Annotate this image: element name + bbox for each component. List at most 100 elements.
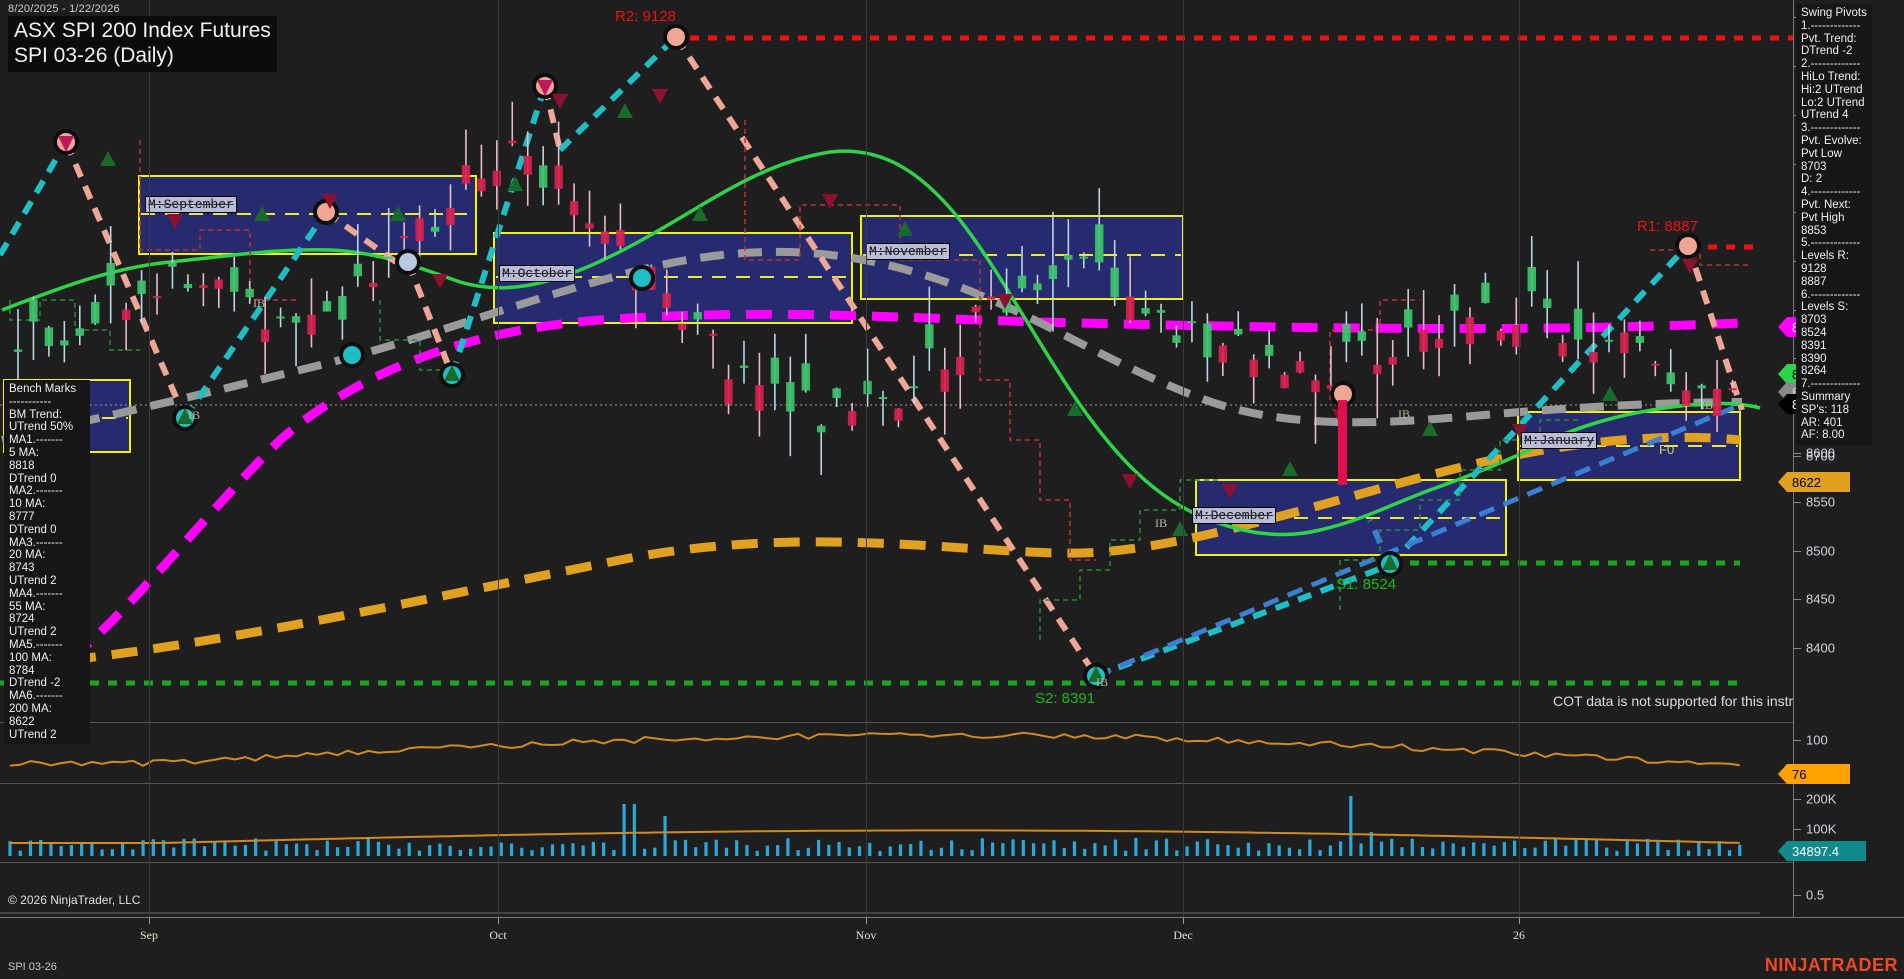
bench-marks-line: 8743 [9,562,35,575]
swing-pivots-line: Levels R: [1801,250,1849,263]
volume-pane[interactable] [0,783,1793,861]
copyright-label: © 2026 NinjaTrader, LLC [8,893,141,907]
time-axis-label: Oct [489,928,507,942]
bench-marks-line: 20 MA: [9,549,46,562]
oscillator-pane[interactable] [0,722,1793,782]
swing-pivots-line: Lo:2 UTrend [1801,96,1865,109]
swing-pivots-line: 7.------------- [1801,378,1861,391]
swing-pivots-line: 8264 [1801,365,1827,378]
price-axis-tick-label: 8550 [1806,494,1835,510]
ninjatrader-logo: NINJATRADER [1764,955,1898,975]
bench-marks-line: MA2.------- [9,485,63,498]
swing-pivots-line: Pvt Low [1801,147,1842,160]
ma200-tag[interactable]: 8622 [1778,472,1850,492]
oscillator-graphics [9,731,1740,767]
price-axis-tick-label: 8400 [1806,640,1835,656]
ib-label: IB [253,296,265,310]
pivot-label-s2: S2: 8391 [1035,690,1096,707]
lower-study-axis-tick-label: 0.5 [1806,887,1825,903]
swing-pivots-line: Pvt High [1801,211,1845,224]
ib-label: IB [1701,398,1713,412]
lower-study-axis-tick [1794,895,1801,896]
swing-pivots-line: Summary [1801,390,1851,403]
bench-marks-line: 200 MA: [9,702,52,715]
bench-marks-line: 55 MA: [9,600,46,613]
price-axis-tick [1794,648,1801,649]
oscillator-axis-tick [1794,740,1801,741]
month-zone-label: M:January [1521,432,1598,449]
volume-axis-tick-label: 100K [1806,821,1837,837]
price-axis-tick-label: 8700 [1806,448,1835,464]
chart-gridline [498,0,499,917]
swing-pivots-line: 8391 [1801,339,1827,352]
osc-tag[interactable]: 76 [1778,764,1850,784]
swing-pivots-line: HiLo Trend: [1801,70,1861,83]
chart-title: ASX SPI 200 Index Futures SPI 03-26 (Dai… [8,16,277,72]
volume-axis-tick-label: 200K [1806,791,1837,807]
price-axis-tick [1794,456,1801,457]
symbol-status-label: SPI 03-26 [8,961,57,973]
swing-pivots-line: 4.------------- [1801,186,1861,199]
lower-study-graphics [0,912,1760,914]
bench-marks-line: DTrend 0 [9,472,57,485]
month-zone-label: M:December [1192,507,1277,524]
time-axis-tick [149,918,150,924]
swing-pivots-line: 1.------------- [1801,19,1861,32]
swing-pivots-line: 8887 [1801,275,1827,288]
bench-marks-line: UTrend 2 [9,626,57,639]
swing-pivots-title: Swing Pivots [1801,7,1867,19]
price-axis-tick [1794,453,1801,454]
swing-pivots-line: 6.------------- [1801,288,1861,301]
price-chart-pane[interactable]: M:September M:October M:November M:Decem… [0,0,1832,745]
lower-study-pane[interactable] [0,862,1793,917]
swing-pivots-line: 8853 [1801,224,1827,237]
time-axis-tick [1519,918,1520,924]
time-axis[interactable]: Sep Oct Nov Dec 26 [0,917,1904,957]
pivot-label-r1: R1: 8887 [1637,218,1698,235]
oscillator-axis-tick-label: 100 [1806,732,1828,748]
bench-marks-line: UTrend 2 [9,574,57,587]
volume-graphics [8,796,1742,856]
bench-marks-line: MA1.------- [9,434,63,447]
time-axis-tick [866,918,867,924]
bench-marks-line: 8724 [9,613,35,626]
bench-marks-line: 8622 [9,715,35,728]
swing-pivots-line: 8703 [1801,314,1827,327]
price-axis-tick [1794,599,1801,600]
bench-marks-line: BM Trend: [9,408,63,421]
price-axis-tick [1794,502,1801,503]
swing-pivots-line: 5.------------- [1801,237,1861,250]
month-zone-label: M:October [499,265,576,282]
swing-pivots-line: 2.------------- [1801,58,1861,71]
swing-pivots-line: SP's: 118 [1801,403,1850,416]
swing-pivots-line: AR: 401 [1801,416,1843,429]
swing-pivots-line: Levels S: [1801,301,1849,314]
bench-marks-line: DTrend 0 [9,523,57,536]
chart-gridline [1183,0,1184,917]
swing-pivots-line: 8703 [1801,160,1827,173]
swing-pivots-line: Pvt. Next: [1801,198,1851,211]
pivot-label-r2: R2: 9128 [615,8,676,25]
time-axis-label: 26 [1513,928,1525,942]
time-axis-label: Nov [855,928,877,942]
bench-marks-line: DTrend -2 [9,677,61,690]
time-axis-tick [498,918,499,924]
bench-marks-line: MA4.------- [9,587,63,600]
swing-pivots-line: 9128 [1801,262,1827,275]
chart-gridline [1519,0,1520,917]
bench-marks-line: MA6.------- [9,690,63,703]
swing-pivots-line: 8524 [1801,326,1827,339]
price-axis-tick-label: 8500 [1806,543,1835,559]
ib-label: IB [188,408,200,422]
time-axis-tick [1183,918,1184,924]
swing-pivots-line: D: 2 [1801,173,1823,186]
bench-marks-title: Bench Marks [9,383,77,395]
chart-gridline [149,0,150,917]
price-axis-tick-label: 8600 [1806,445,1835,461]
volume-tag[interactable]: 34897.4 [1778,841,1866,861]
swing-pivots-panel: Swing Pivots 1.------------- Pvt. Trend: D… [1796,4,1872,446]
bench-marks-line: UTrend 2 [9,728,57,741]
time-axis-label: Sep [140,928,158,942]
swing-pivots-line: Pvt. Trend: [1801,32,1857,45]
swing-pivots-line: 8390 [1801,352,1827,365]
